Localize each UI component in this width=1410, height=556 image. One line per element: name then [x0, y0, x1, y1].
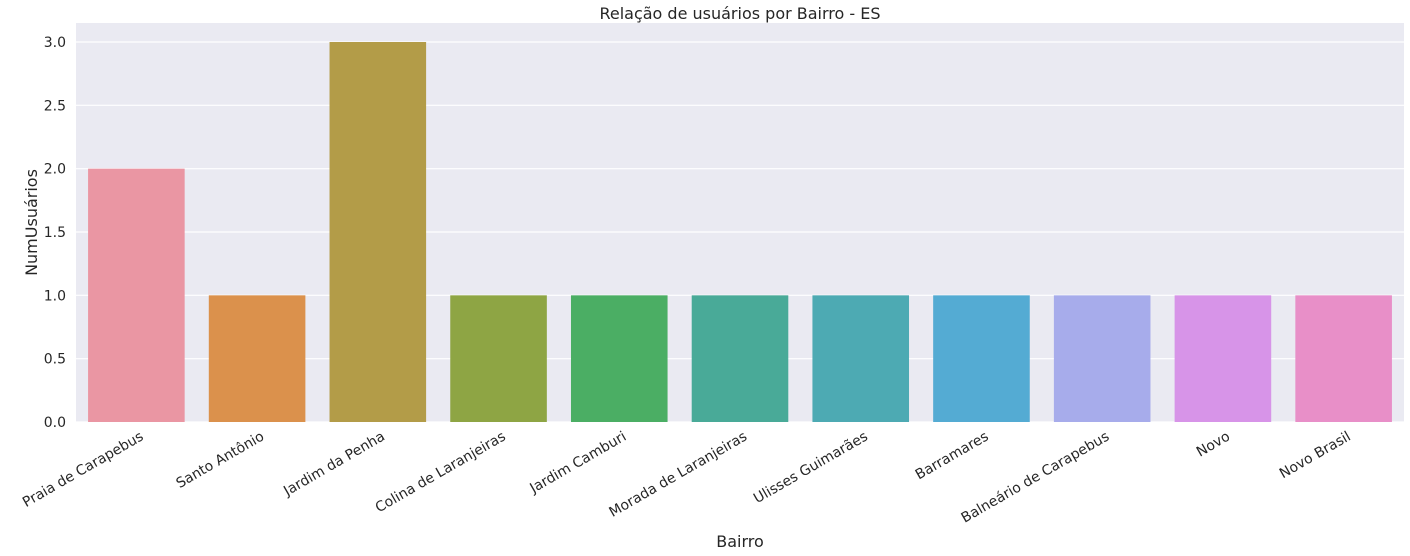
y-tick-labels: 0.0 0.5 1.0 1.5 2.0 2.5 3.0 — [44, 35, 66, 431]
y-tick-label: 1.0 — [44, 288, 66, 304]
x-tick-label: Santo Antônio — [174, 429, 267, 492]
bar — [570, 295, 668, 422]
bar — [1174, 295, 1272, 422]
bars — [88, 42, 1392, 422]
bar — [450, 295, 547, 422]
x-tick-label: Novo Brasil — [1277, 429, 1354, 483]
bar — [329, 42, 427, 422]
bar — [208, 295, 306, 422]
y-axis-title: NumUsuários — [22, 169, 41, 276]
bar — [88, 168, 185, 422]
y-tick-label: 2.0 — [44, 162, 66, 178]
x-tick-label: Barramares — [913, 429, 992, 484]
x-tick-label: Novo — [1194, 429, 1233, 461]
bar — [1295, 295, 1392, 422]
x-tick-label: Praia de Carapebus — [20, 429, 146, 511]
chart-title: Relação de usuários por Bairro - ES — [599, 4, 880, 23]
x-tick-labels: Praia de Carapebus Santo Antônio Jardim da… — [20, 429, 1354, 527]
x-axis-title: Bairro — [716, 532, 764, 551]
bar — [1053, 295, 1151, 422]
y-tick-label: 1.5 — [44, 225, 66, 241]
y-tick-label: 2.5 — [44, 98, 66, 114]
x-tick-label: Jardim Camburi — [526, 429, 629, 498]
bar — [933, 295, 1030, 422]
x-tick-label: Ulisses Guimarães — [751, 429, 871, 507]
y-tick-label: 0.5 — [44, 352, 66, 368]
x-tick-label: Colina de Laranjeiras — [373, 429, 509, 517]
y-tick-label: 0.0 — [44, 415, 66, 431]
y-tick-label: 3.0 — [44, 35, 66, 51]
bar — [812, 295, 910, 422]
bar — [691, 295, 789, 422]
x-tick-label: Jardim da Penha — [280, 429, 387, 500]
